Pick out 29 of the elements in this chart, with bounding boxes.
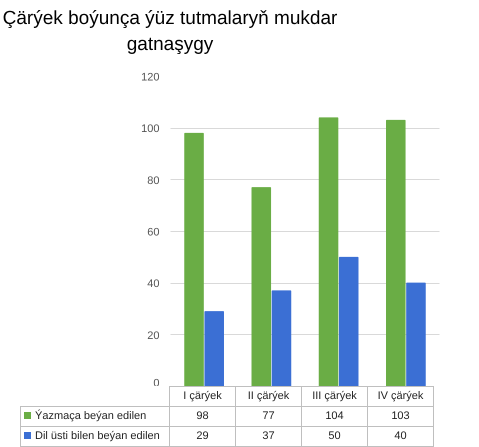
data-label: 77 — [236, 406, 302, 426]
bar — [252, 187, 272, 386]
bar — [338, 256, 358, 386]
legend-label: Ýazmaça beýan edilen — [20, 406, 170, 426]
x-tick-label: II çärýek — [236, 386, 302, 406]
legend-label: Dil üsti bilen beýan edilen — [20, 426, 170, 446]
x-tick-label: III çärýek — [302, 386, 368, 406]
y-tick-label: 100 — [141, 123, 160, 136]
data-label: 98 — [170, 406, 236, 426]
bar — [318, 117, 338, 386]
bar — [272, 290, 292, 386]
y-tick-label: 20 — [147, 330, 160, 342]
x-tick-label: I çärýek — [170, 386, 236, 406]
bar — [386, 120, 406, 386]
bar — [406, 282, 426, 386]
y-tick-label: 80 — [147, 174, 160, 187]
y-tick-label: 40 — [147, 278, 160, 290]
data-label: 50 — [302, 426, 368, 446]
data-label: 40 — [368, 426, 434, 446]
data-label: 104 — [302, 406, 368, 426]
data-label: 103 — [368, 406, 434, 426]
bar — [204, 311, 224, 386]
bar — [184, 132, 204, 386]
data-label: 37 — [236, 426, 302, 446]
y-tick-label: 120 — [141, 72, 160, 84]
chart-title: Çärýek boýunça ýüz tutmalaryň mukdar gatnaşygy — [2, 7, 338, 57]
data-label: 29 — [170, 426, 236, 446]
y-tick-label: 60 — [147, 226, 160, 238]
x-tick-label: IV çärýek — [368, 386, 434, 406]
